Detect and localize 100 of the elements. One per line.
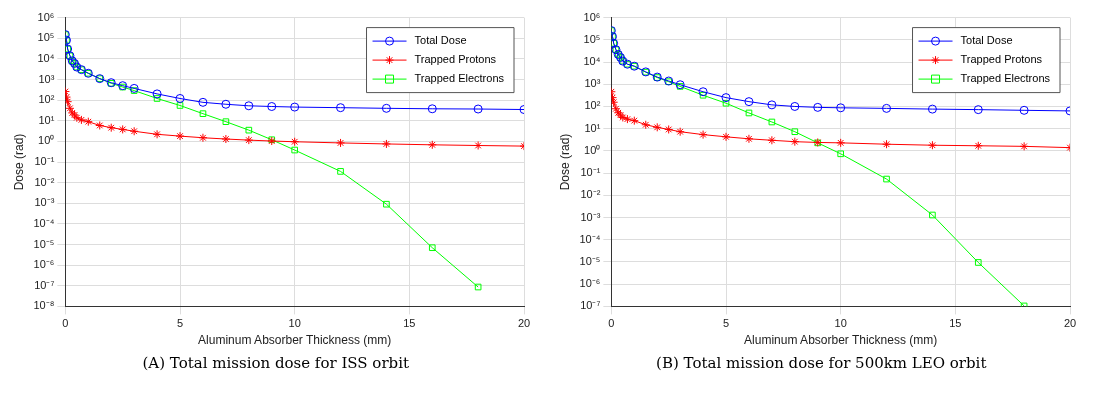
y-tick-label: 10⁻³	[579, 210, 601, 223]
point	[745, 109, 752, 117]
point	[663, 124, 673, 134]
point	[221, 134, 231, 144]
y-tick-label: 10⁻⁸	[33, 299, 55, 312]
point	[812, 102, 822, 112]
point	[610, 97, 618, 107]
point	[336, 103, 346, 113]
y-tick-label: 10⁴	[582, 55, 601, 68]
point	[928, 211, 936, 219]
point	[267, 102, 277, 112]
y-tick-label: 10⁻¹	[34, 155, 55, 168]
point	[76, 115, 86, 125]
y-tick-label: 10⁴	[37, 51, 55, 64]
point	[1019, 105, 1029, 115]
text: (A) Total mission dose for ISS orbit	[141, 354, 410, 372]
point	[698, 87, 708, 97]
point	[152, 129, 162, 139]
y-tick-label: 10²	[583, 99, 601, 112]
x-tick-label: 0	[62, 317, 69, 330]
point	[973, 105, 983, 115]
point	[130, 87, 138, 94]
y-axis-title: Dose (rad)	[557, 133, 572, 191]
y-tick-label: 10⁻¹	[579, 166, 601, 179]
point	[290, 137, 300, 147]
legend-label: Trapped Electrons	[960, 72, 1050, 85]
x-tick-label: 15	[403, 317, 416, 330]
point	[83, 117, 93, 127]
point	[290, 102, 300, 112]
y-tick-label: 10⁻²	[34, 175, 55, 188]
point	[836, 150, 844, 158]
point	[153, 95, 161, 102]
point	[722, 99, 729, 107]
y-tick-label: 10³	[583, 77, 601, 90]
y-tick-label: 10⁻⁵	[33, 237, 55, 250]
legend-label: Total Dose	[960, 34, 1013, 47]
point	[337, 168, 344, 175]
point	[152, 89, 162, 99]
x-tick-label: 15	[948, 317, 961, 330]
point	[106, 123, 116, 133]
point	[221, 99, 231, 109]
point	[789, 101, 799, 111]
point	[789, 137, 799, 147]
point	[652, 122, 662, 132]
y-tick-label: 10⁻⁵	[579, 255, 600, 267]
point	[175, 93, 185, 103]
y-tick-label: 10³	[38, 72, 55, 85]
y-tick-label: 10⁰	[38, 134, 55, 147]
point	[675, 127, 685, 137]
y-tick-label: 10⁻²	[579, 188, 601, 201]
point	[129, 83, 139, 93]
x-tick-label: 20	[1063, 317, 1076, 330]
y-tick-label: 10⁰	[583, 143, 600, 156]
point	[835, 103, 845, 113]
point	[610, 104, 620, 114]
point	[629, 116, 639, 126]
point	[176, 102, 184, 109]
y-tick-label: 10⁻⁶	[33, 258, 55, 271]
point	[927, 140, 937, 150]
x-tick-label: 5	[176, 317, 184, 330]
point	[835, 138, 845, 148]
point	[244, 101, 254, 111]
point	[881, 139, 891, 149]
point	[473, 141, 483, 151]
point	[881, 103, 891, 113]
point	[721, 93, 731, 103]
y-tick-label: 10⁻⁷	[579, 299, 600, 312]
y-tick-label: 10⁶	[583, 10, 600, 23]
y-tick-label: 10⁻⁴	[33, 216, 55, 229]
point	[291, 146, 299, 154]
legend-label: Trapped Electrons	[414, 72, 505, 85]
point	[768, 118, 775, 126]
legend-label: Trapped Protons	[414, 53, 497, 66]
point	[95, 120, 105, 130]
point	[129, 126, 139, 136]
point	[199, 110, 207, 118]
y-tick-label: 10²	[38, 93, 55, 106]
y-tick-label: 10⁻⁴	[578, 232, 601, 245]
point	[245, 126, 253, 134]
point	[974, 259, 982, 266]
legend-label: Trapped Protons	[960, 53, 1043, 66]
point	[766, 100, 776, 110]
point	[427, 140, 437, 150]
point	[428, 244, 436, 252]
point	[222, 118, 230, 126]
y-tick-label: 10⁻⁶	[579, 277, 600, 290]
point	[118, 124, 128, 134]
point	[622, 114, 632, 124]
point	[721, 132, 731, 142]
y-axis-title: Dose (rad)	[11, 133, 26, 191]
y-tick-label: 10⁵	[37, 31, 55, 44]
point	[198, 133, 208, 143]
point	[1019, 141, 1029, 151]
y-tick-label: 10⁶	[37, 10, 55, 23]
point	[175, 131, 185, 141]
y-tick-label: 10⁻⁷	[34, 278, 55, 291]
point	[381, 103, 391, 113]
y-tick-label: 10¹	[38, 113, 55, 126]
point	[766, 135, 776, 145]
x-tick-label: 5	[722, 317, 729, 330]
